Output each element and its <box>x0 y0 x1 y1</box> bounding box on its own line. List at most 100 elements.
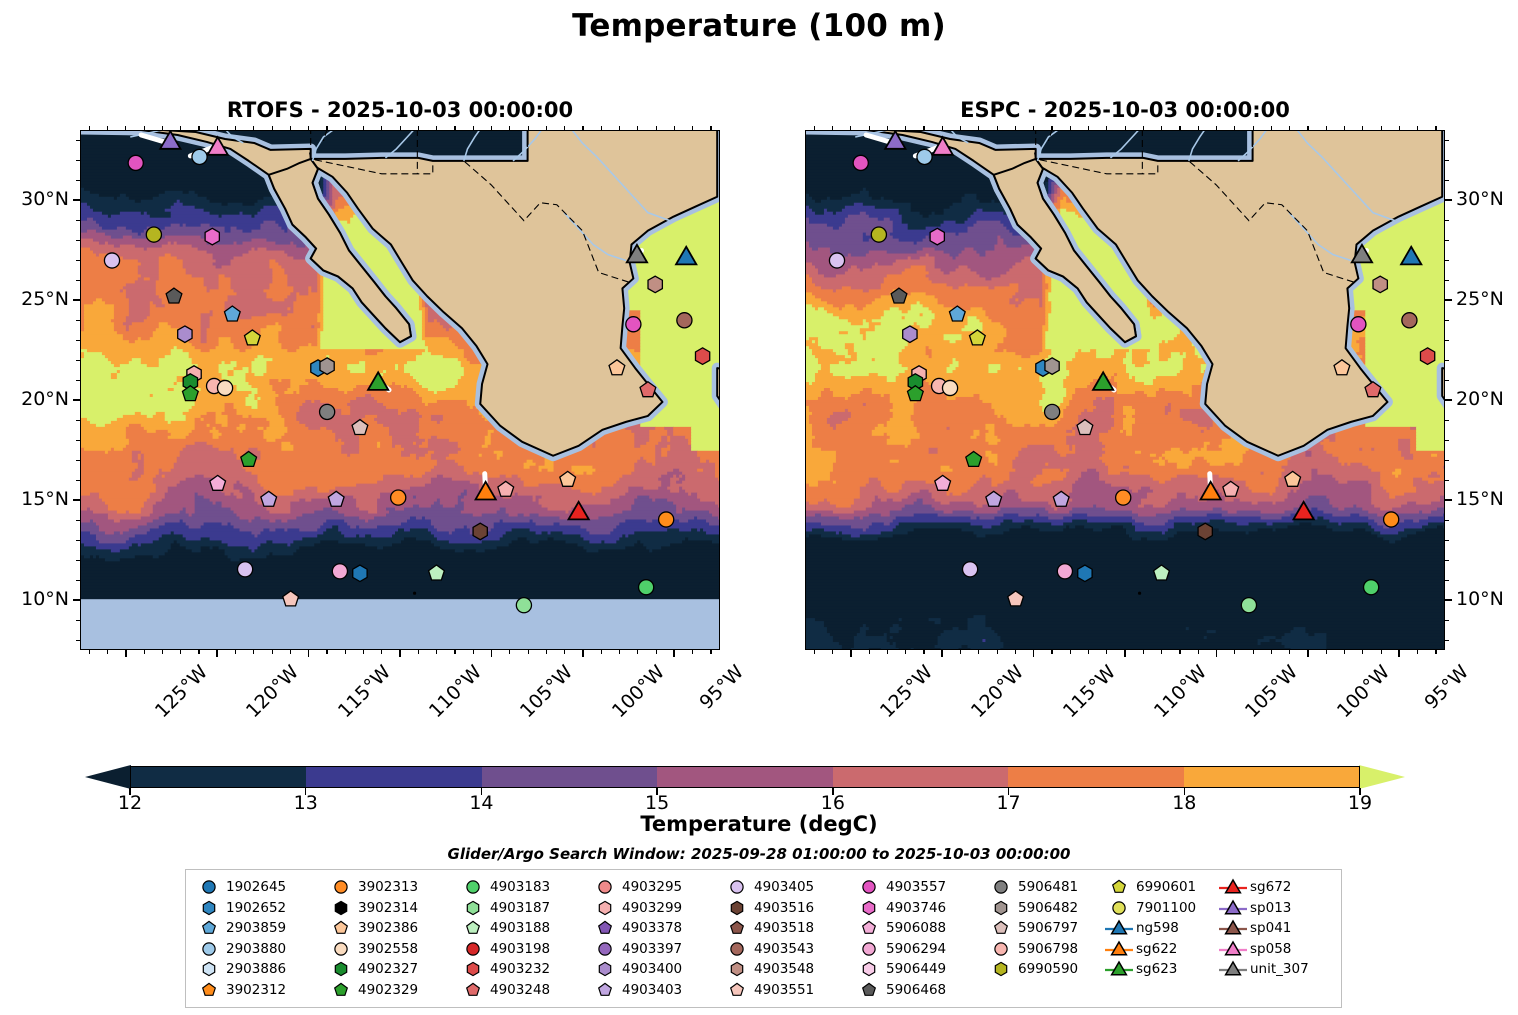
map-marker-1902645 <box>352 564 368 583</box>
xtick-minor-top <box>1435 126 1437 130</box>
xtick-minor <box>88 650 90 654</box>
xtick-minor <box>1417 650 1419 654</box>
legend-item-6990590[interactable]: 6990590 <box>986 959 1104 980</box>
legend-item-5906088[interactable]: 5906088 <box>854 918 986 939</box>
map-marker-5906797 <box>1076 418 1094 436</box>
ytick-minor <box>1445 579 1449 581</box>
legend-item-5906482[interactable]: 5906482 <box>986 898 1104 919</box>
legend-item-4903543[interactable]: 4903543 <box>722 939 854 960</box>
legend-item-5906798[interactable]: 5906798 <box>986 939 1104 960</box>
circle-marker-icon <box>590 939 620 959</box>
map-marker-3902386 <box>559 470 577 487</box>
legend-item-2903859[interactable]: 2903859 <box>194 918 326 939</box>
legend-item-5906468[interactable]: 5906468 <box>854 980 986 1001</box>
legend-column-7: 6990601 7901100 ng598 sg622 sg623 <box>1104 877 1218 1000</box>
map-canvas-rtofs[interactable] <box>80 130 720 650</box>
legend-item-5906481[interactable]: 5906481 <box>986 877 1104 898</box>
xtick-minor-top <box>959 126 962 130</box>
glider-track-sp013 <box>138 132 168 145</box>
legend-item-4903405[interactable]: 4903405 <box>722 877 854 898</box>
legend-item-label: 4903248 <box>490 981 551 998</box>
legend-item-2903880[interactable]: 2903880 <box>194 939 326 960</box>
legend-item-4903518[interactable]: 4903518 <box>722 918 854 939</box>
xtick-minor-top <box>886 126 888 130</box>
legend-item-4903188[interactable]: 4903188 <box>458 918 590 939</box>
xtick-minor-top <box>996 126 998 130</box>
legend-item-1902645[interactable]: 1902645 <box>194 877 326 898</box>
legend-item-3902558[interactable]: 3902558 <box>326 939 458 960</box>
map-canvas-espc[interactable] <box>805 130 1445 650</box>
map-marker-4903403 <box>260 490 278 507</box>
legend-item-4902329[interactable]: 4902329 <box>326 980 458 1001</box>
legend-item-sg672[interactable]: sg672 <box>1218 877 1318 898</box>
legend-item-7901100[interactable]: 7901100 <box>1104 898 1218 919</box>
legend-item-3902314[interactable]: 3902314 <box>326 898 458 919</box>
map-marker-sp058 <box>206 135 230 156</box>
xtick-label: 120°W <box>242 661 304 723</box>
legend-item-unit_307[interactable]: unit_307 <box>1218 959 1318 980</box>
legend-item-sg622[interactable]: sg622 <box>1104 939 1218 960</box>
legend-item-4903403[interactable]: 4903403 <box>590 980 722 1001</box>
legend-item-5906449[interactable]: 5906449 <box>854 959 986 980</box>
xtick-label: 125°W <box>875 661 937 723</box>
legend-item-4903397[interactable]: 4903397 <box>590 939 722 960</box>
triangle-marker-icon <box>1104 918 1134 938</box>
ytick-label: 25°N <box>1456 288 1504 310</box>
legend-item-label: 4903183 <box>490 879 551 896</box>
legend-item-sp041[interactable]: sp041 <box>1218 918 1318 939</box>
map-marker-4903557 <box>852 154 869 172</box>
legend: 1902645 1902652 2903859 2903880 2903886 39023… <box>185 869 1342 1008</box>
legend-item-1902652[interactable]: 1902652 <box>194 898 326 919</box>
map-marker-4903543 <box>1401 312 1418 329</box>
legend-item-sg623[interactable]: sg623 <box>1104 959 1218 980</box>
xtick-minor-top <box>600 126 602 130</box>
glider-track-sp013 <box>863 132 893 145</box>
legend-item-label: sp013 <box>1250 899 1292 916</box>
xtick-label: 105°W <box>1241 661 1303 723</box>
pentagon-marker-icon <box>1104 877 1134 897</box>
legend-item-label: 5906468 <box>886 981 947 998</box>
legend-item-sp013[interactable]: sp013 <box>1218 898 1318 919</box>
legend-item-5906294[interactable]: 5906294 <box>854 939 986 960</box>
legend-item-4903198[interactable]: 4903198 <box>458 939 590 960</box>
legend-item-4903746[interactable]: 4903746 <box>854 898 986 919</box>
ytick-minor <box>1445 259 1449 261</box>
legend-item-4903400[interactable]: 4903400 <box>590 959 722 980</box>
map-marker-4903188 <box>427 564 446 581</box>
colorbar-tick-label: 12 <box>117 792 143 814</box>
map-marker-5906468 <box>890 287 908 304</box>
legend-item-4903187[interactable]: 4903187 <box>458 898 590 919</box>
legend-item-4903378[interactable]: 4903378 <box>590 918 722 939</box>
legend-item-2903886[interactable]: 2903886 <box>194 959 326 980</box>
legend-item-3902312[interactable]: 3902312 <box>194 980 326 1001</box>
map-marker-5906482 <box>319 357 335 376</box>
legend-item-ng598[interactable]: ng598 <box>1104 918 1218 939</box>
legend-item-sp058[interactable]: sp058 <box>1218 939 1318 960</box>
hexagon-marker-icon <box>854 959 884 979</box>
circle-marker-icon <box>1104 898 1134 918</box>
circle-marker-icon <box>194 939 224 959</box>
legend-item-4903516[interactable]: 4903516 <box>722 898 854 919</box>
xtick-minor <box>253 650 255 654</box>
legend-item-3902386[interactable]: 3902386 <box>326 918 458 939</box>
legend-item-label: 2903886 <box>226 961 287 978</box>
map-panel-rtofs: RTOFS - 2025-10-03 00:00:00 10°N 15°N 20°N… <box>21 98 748 722</box>
xtick-minor-top <box>1051 126 1053 130</box>
legend-item-4903183[interactable]: 4903183 <box>458 877 590 898</box>
xtick-minor-top <box>362 126 365 130</box>
legend-item-6990601[interactable]: 6990601 <box>1104 877 1218 898</box>
legend-item-3902313[interactable]: 3902313 <box>326 877 458 898</box>
legend-item-4903551[interactable]: 4903551 <box>722 980 854 1001</box>
ytick-minor <box>76 419 80 421</box>
legend-item-4903232[interactable]: 4903232 <box>458 959 590 980</box>
legend-item-4903248[interactable]: 4903248 <box>458 980 590 1001</box>
legend-item-4903557[interactable]: 4903557 <box>854 877 986 898</box>
legend-item-4903299[interactable]: 4903299 <box>590 898 722 919</box>
legend-item-4902327[interactable]: 4902327 <box>326 959 458 980</box>
triangle-marker-icon <box>1218 918 1248 938</box>
legend-item-4903548[interactable]: 4903548 <box>722 959 854 980</box>
map-marker-4903746 <box>929 227 946 246</box>
legend-item-5906797[interactable]: 5906797 <box>986 918 1104 939</box>
ytick-minor <box>1445 339 1449 341</box>
legend-item-4903295[interactable]: 4903295 <box>590 877 722 898</box>
